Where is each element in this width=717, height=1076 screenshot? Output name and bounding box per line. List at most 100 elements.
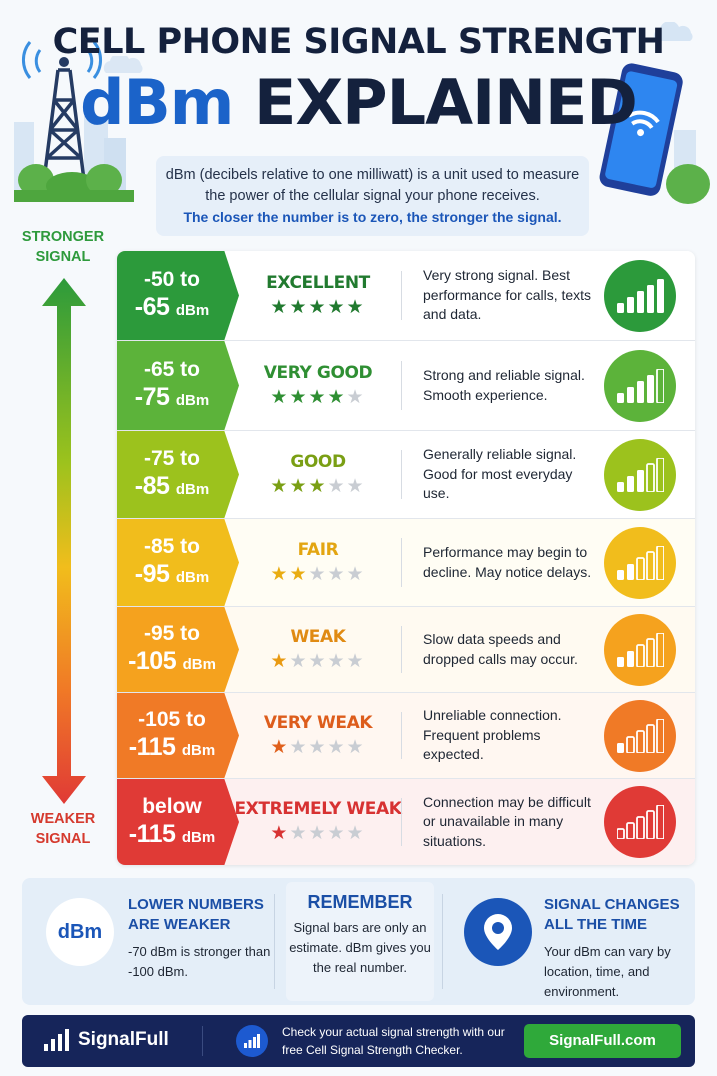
signal-rating: FAIR ★★★★★ xyxy=(245,519,391,606)
signal-bars-icon xyxy=(604,700,676,772)
intro-text: dBm (decibels relative to one milliwatt)… xyxy=(165,167,580,204)
info-lower-numbers-title: LOWER NUMBERS ARE WEAKER xyxy=(128,896,264,933)
cloud-icon xyxy=(653,22,693,41)
divider xyxy=(274,894,275,989)
dbm-unit: dBm xyxy=(181,828,216,846)
dbm-range-value: -65 xyxy=(134,293,170,321)
dbm-range-line1: below xyxy=(142,794,202,818)
footer: SignalFull Check your actual signal stre… xyxy=(22,1015,695,1067)
dbm-range-value: -85 xyxy=(134,472,170,500)
divider xyxy=(401,625,402,674)
rating-label: VERY WEAK xyxy=(263,712,373,733)
dbm-range: -85 to -95 dBm xyxy=(117,519,239,606)
rating-label: EXTREMELY WEAK xyxy=(234,799,402,819)
smartphone-icon xyxy=(599,63,710,204)
rating-description-text: Generally reliable signal. Good for most… xyxy=(423,446,577,502)
info-remember-title: REMEMBER xyxy=(307,892,413,912)
signal-bars-icon xyxy=(604,260,676,332)
divider xyxy=(401,270,402,321)
dbm-range: -50 to -65 dBm xyxy=(117,251,239,340)
dbm-range-value: -105 xyxy=(128,647,177,675)
divider xyxy=(401,360,402,411)
star-rating-icon: ★★★★★ xyxy=(270,563,366,585)
rating-description-text: Slow data speeds and dropped calls may o… xyxy=(423,631,578,667)
signal-gradient-arrow xyxy=(42,278,86,804)
signal-bars-icon xyxy=(604,350,676,422)
signal-bars-icon xyxy=(604,614,676,686)
page-subtitle: dBm EXPLAINED xyxy=(0,66,717,139)
rating-description: Slow data speeds and dropped calls may o… xyxy=(423,607,593,692)
title-explained: EXPLAINED xyxy=(253,66,638,139)
dbm-range-line2: -115 dBm xyxy=(117,820,227,852)
rating-description-text: Connection may be difficult or unavailab… xyxy=(423,793,591,849)
signal-bars-icon xyxy=(604,527,676,599)
dbm-range-line2: -85 dBm xyxy=(117,472,227,504)
dbm-range: below -115 dBm xyxy=(117,779,239,865)
dbm-range-line2: -95 dBm xyxy=(117,560,227,592)
intro-box: dBm (decibels relative to one milliwatt)… xyxy=(156,156,589,236)
star-rating-icon: ★★★★★ xyxy=(270,386,366,408)
rating-label: FAIR xyxy=(297,539,339,560)
signal-rating: EXTREMELY WEAK ★★★★★ xyxy=(234,779,401,865)
dbm-unit: dBm xyxy=(175,481,210,498)
info-remember-text: Signal bars are only an estimate. dBm gi… xyxy=(289,920,431,975)
signal-rating: WEAK ★★★★★ xyxy=(245,607,391,692)
dbm-range: -75 to -85 dBm xyxy=(117,431,239,518)
divider xyxy=(401,538,402,587)
dbm-range: -95 to -105 dBm xyxy=(117,607,239,692)
rating-description: Strong and reliable signal. Smooth exper… xyxy=(423,341,593,430)
dbm-unit: dBm xyxy=(181,742,216,759)
signal-row: -50 to -65 dBm EXCELLENT ★★★★★ Very strong s… xyxy=(117,251,695,341)
dbm-unit: dBm xyxy=(175,302,210,319)
divider xyxy=(401,711,402,760)
rating-description: Very strong signal. Best performance for… xyxy=(423,251,593,340)
info-panel: dBm LOWER NUMBERS ARE WEAKER -70 dBm is … xyxy=(22,878,695,1005)
dbm-range-line1: -105 to xyxy=(138,708,206,731)
divider xyxy=(202,1026,203,1056)
signal-row: -85 to -95 dBm FAIR ★★★★★ Performance may be… xyxy=(117,519,695,607)
cell-tower-icon xyxy=(14,41,134,202)
brand-name: SignalFull xyxy=(78,1029,169,1050)
intro-highlight: The closer the number is to zero, the st… xyxy=(183,209,562,225)
weaker-signal-label: WEAKER SIGNAL xyxy=(6,809,120,849)
star-rating-icon: ★★★★★ xyxy=(270,650,366,672)
divider xyxy=(401,450,402,499)
divider xyxy=(442,894,443,989)
signalfull-website-button[interactable]: SignalFull.com xyxy=(524,1024,681,1058)
rating-label: GOOD xyxy=(290,451,346,472)
dbm-range: -65 to -75 dBm xyxy=(117,341,239,430)
info-remember: REMEMBER Signal bars are only an estimat… xyxy=(286,882,434,1001)
dbm-badge-icon: dBm xyxy=(46,898,114,966)
rating-description: Connection may be difficult or unavailab… xyxy=(423,779,593,865)
stronger-label-line2: SIGNAL xyxy=(35,249,91,265)
brand[interactable]: SignalFull xyxy=(44,1029,169,1051)
dbm-range-line2: -75 dBm xyxy=(117,383,227,415)
rating-description: Performance may begin to decline. May no… xyxy=(423,519,593,606)
signal-strength-table: -50 to -65 dBm EXCELLENT ★★★★★ Very strong s… xyxy=(117,251,695,865)
dbm-range-line1: -75 to xyxy=(143,447,200,470)
rating-label: WEAK xyxy=(290,626,346,647)
rating-description: Unreliable connection. Frequent problems… xyxy=(423,693,593,778)
info-lower-numbers-text: -70 dBm is stronger than -100 dBm. xyxy=(128,944,271,979)
info-signal-changes-text: Your dBm can vary by location, time, and… xyxy=(544,944,671,999)
signal-row: below -115 dBm EXTREMELY WEAK ★★★★★ Connecti… xyxy=(117,779,695,865)
star-rating-icon: ★★★★★ xyxy=(270,475,366,497)
title-dbm: dBm xyxy=(80,66,234,139)
location-pin-icon xyxy=(464,898,532,966)
rating-description: Generally reliable signal. Good for most… xyxy=(423,431,593,518)
signal-row: -75 to -85 dBm GOOD ★★★★★ Generally reliable… xyxy=(117,431,695,519)
star-rating-icon: ★★★★★ xyxy=(270,823,366,844)
header: CELL PHONE SIGNAL STRENGTH dBm EXPLAINED… xyxy=(0,0,717,250)
dbm-range-value: -95 xyxy=(134,560,170,588)
footer-text: Check your actual signal strength with o… xyxy=(282,1025,505,1057)
dbm-range: -105 to -115 dBm xyxy=(117,693,239,778)
star-rating-icon: ★★★★★ xyxy=(270,736,366,758)
signal-rating: GOOD ★★★★★ xyxy=(245,431,391,518)
signal-rating: VERY GOOD ★★★★★ xyxy=(245,341,391,430)
signal-checker-icon xyxy=(236,1025,268,1057)
dbm-range-line2: -105 dBm xyxy=(117,647,227,679)
signal-row: -65 to -75 dBm VERY GOOD ★★★★★ Strong and re… xyxy=(117,341,695,431)
stronger-signal-label: STRONGER SIGNAL xyxy=(6,227,120,267)
stronger-label-line1: STRONGER xyxy=(21,229,105,245)
dbm-unit: dBm xyxy=(175,569,210,586)
